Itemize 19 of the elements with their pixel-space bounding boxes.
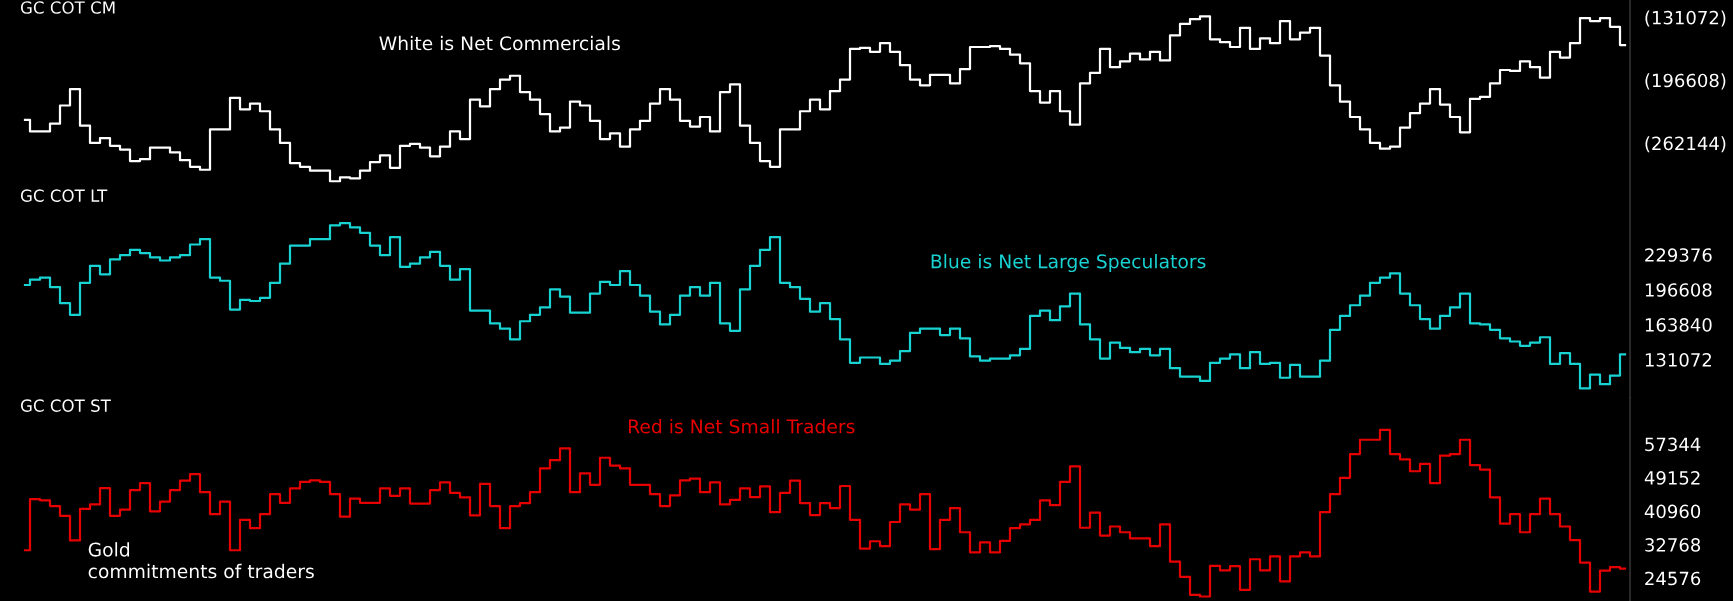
y-tick-label: 229376 bbox=[1645, 248, 1712, 262]
annotation: Blue is Net Large Speculators bbox=[931, 253, 1206, 273]
y-tick-label: 163840 bbox=[1645, 318, 1712, 332]
y-tick-label: 49152 bbox=[1644, 471, 1700, 485]
chart-title: GC COT CM bbox=[20, 1, 115, 14]
chart-title: GC COT ST bbox=[20, 399, 111, 412]
y-tick-label: 32768 bbox=[1645, 538, 1701, 552]
y-tick-label: 40960 bbox=[1644, 504, 1701, 519]
annotation: White is Net Commercials bbox=[379, 35, 620, 51]
y-tick-label: 57344 bbox=[1645, 437, 1701, 452]
y-tick-label: 24576 bbox=[1645, 571, 1701, 586]
y-tick-label: (196608) bbox=[1645, 73, 1726, 90]
annotation: Red is Net Small Traders bbox=[629, 418, 855, 434]
y-tick-label: 196608 bbox=[1645, 283, 1712, 297]
y-tick-label: (131072) bbox=[1645, 10, 1726, 27]
annotation: Gold commitments of traders bbox=[88, 542, 314, 579]
chart-title: GC COT LT bbox=[20, 189, 108, 202]
y-tick-label: (262144) bbox=[1645, 136, 1726, 153]
y-tick-label: 131072 bbox=[1645, 353, 1712, 367]
